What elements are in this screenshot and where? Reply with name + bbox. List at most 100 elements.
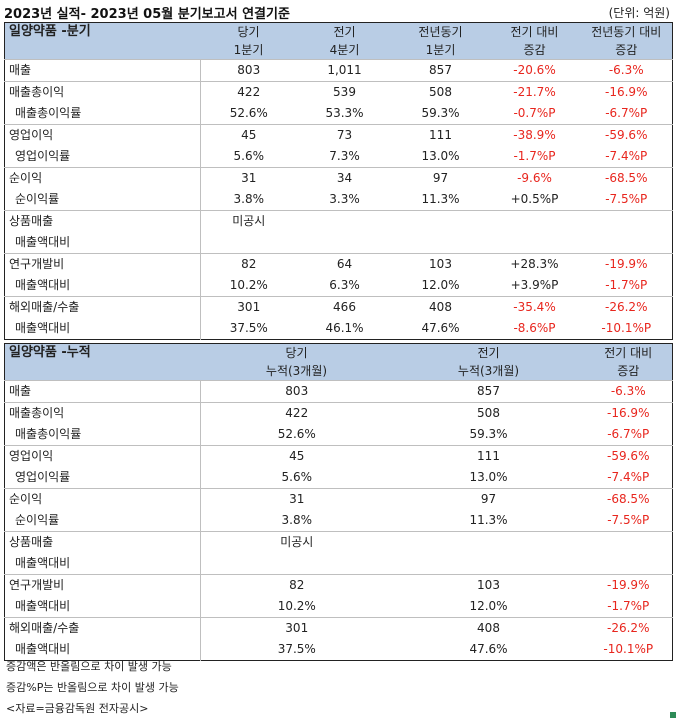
table-row: 매출총이익률 52.6% 53.3% 59.3% -0.7%P -6.7%P [4,103,673,125]
change-cell: -10.1%P [584,639,673,661]
value-cell: 3.3% [296,189,393,211]
header-row-1: 일양약품 -분기 당기 전기 전년동기 전기 대비 전년동기 대비 [4,22,673,41]
change-cell [584,553,673,575]
value-cell: 803 [200,380,393,403]
value-cell: 6.3% [296,275,393,297]
change-cell [488,232,581,254]
header-row-1: 일양약품 -누적 당기 전기 전기 대비 [4,343,673,362]
table-row: 연구개발비 82 103 -19.9% [4,574,673,596]
value-cell: 803 [200,59,297,82]
row-label: 영업이익 [4,445,201,467]
value-cell: 13.0% [392,467,585,489]
table-row: 매출액대비 37.5% 47.6% -10.1%P [4,639,673,661]
value-cell: 5.6% [200,146,297,168]
value-cell: 111 [392,124,489,146]
value-cell: 422 [200,402,393,424]
value-cell: 5.6% [200,467,393,489]
header-row-2: 1분기 4분기 1분기 증감 증감 [4,41,673,60]
row-label: 상품매출 [4,531,201,553]
change-cell [584,531,673,553]
row-label: 매출총이익률 [4,103,201,125]
value-cell: 12.0% [392,275,489,297]
value-cell [296,210,393,232]
row-label: 매출총이익 [4,402,201,424]
cumulative-table: 일양약품 -누적 당기 전기 전기 대비 누적(3개월) 누적(3개월) 증감 … [4,343,673,661]
change-cell: -68.5% [584,488,673,510]
change-cell: -16.9% [580,81,673,103]
change-cell: -1.7%P [584,596,673,618]
table-row: 연구개발비 82 64 103 +28.3% -19.9% [4,253,673,275]
table-title: 일양약품 -분기 [4,22,201,41]
change-cell [488,210,581,232]
value-cell [392,531,585,553]
row-label: 매출총이익률 [4,424,201,446]
change-cell: -21.7% [488,81,581,103]
row-label: 매출액대비 [4,596,201,618]
table-row: 순이익률 3.8% 3.3% 11.3% +0.5%P -7.5%P [4,189,673,211]
row-label: 매출액대비 [4,275,201,297]
row-label: 해외매출/수출 [4,617,201,639]
value-cell [392,553,585,575]
col-previous-label: 전기 [392,343,585,362]
change-cell: -16.9% [584,402,673,424]
value-cell: 508 [392,81,489,103]
row-label: 매출총이익 [4,81,201,103]
change-cell: -7.4%P [580,146,673,168]
row-label: 상품매출 [4,210,201,232]
change-cell: -8.6%P [488,318,581,340]
table-row: 영업이익 45 73 111 -38.9% -59.6% [4,124,673,146]
col-previous-sub: 4분기 [296,41,393,60]
table-row: 영업이익 45 111 -59.6% [4,445,673,467]
table-row: 영업이익률 5.6% 7.3% 13.0% -1.7%P -7.4%P [4,146,673,168]
row-label: 영업이익 [4,124,201,146]
table-row: 매출총이익 422 539 508 -21.7% -16.9% [4,81,673,103]
table-row: 매출액대비 37.5% 46.1% 47.6% -8.6%P -10.1%P [4,318,673,340]
value-cell: 1,011 [296,59,393,82]
change-cell: -7.5%P [584,510,673,532]
value-cell: 37.5% [200,639,393,661]
value-cell [200,232,297,254]
report-title: 2023년 실적- 2023년 05월 분기보고서 연결기준 [4,7,290,22]
change-cell: -59.6% [584,445,673,467]
table-row: 매출액대비 [4,553,673,575]
table-row: 매출총이익률 52.6% 59.3% -6.7%P [4,424,673,446]
table-row: 순이익 31 34 97 -9.6% -68.5% [4,167,673,189]
value-cell [200,553,393,575]
table-row: 순이익률 3.8% 11.3% -7.5%P [4,510,673,532]
value-cell: 52.6% [200,103,297,125]
col-yoy-sub: 증감 [580,41,673,60]
change-cell: -7.5%P [580,189,673,211]
value-cell: 73 [296,124,393,146]
value-cell: 103 [392,253,489,275]
value-cell: 11.3% [392,189,489,211]
value-cell: 47.6% [392,639,585,661]
header-row-2: 누적(3개월) 누적(3개월) 증감 [4,362,673,381]
change-cell: -0.7%P [488,103,581,125]
col-current-sub: 누적(3개월) [200,362,393,381]
note-rounding-percent: 증감%P는 반올림으로 차이 발생 가능 [6,681,179,694]
value-cell: 508 [392,402,585,424]
value-cell: 13.0% [392,146,489,168]
table-row: 영업이익률 5.6% 13.0% -7.4%P [4,467,673,489]
value-cell [392,232,489,254]
row-label: 매출액대비 [4,553,201,575]
table-row: 상품매출 미공시 [4,531,673,553]
change-cell: -68.5% [580,167,673,189]
value-cell: 34 [296,167,393,189]
value-cell [392,210,489,232]
change-cell: -10.1%P [580,318,673,340]
footnotes: 증감액은 반올림으로 차이 발생 가능 증감%P는 반올림으로 차이 발생 가능… [6,656,179,719]
value-cell: 37.5% [200,318,297,340]
value-cell: 3.8% [200,510,393,532]
value-cell: 97 [392,488,585,510]
value-cell: 422 [200,81,297,103]
row-label: 매출 [4,59,201,82]
change-cell: +28.3% [488,253,581,275]
row-label: 순이익률 [4,189,201,211]
value-cell: 301 [200,617,393,639]
value-cell: 59.3% [392,424,585,446]
change-cell: -19.9% [584,574,673,596]
value-cell: 미공시 [200,531,393,553]
table-title: 일양약품 -누적 [4,343,201,362]
header-blank [4,362,201,381]
